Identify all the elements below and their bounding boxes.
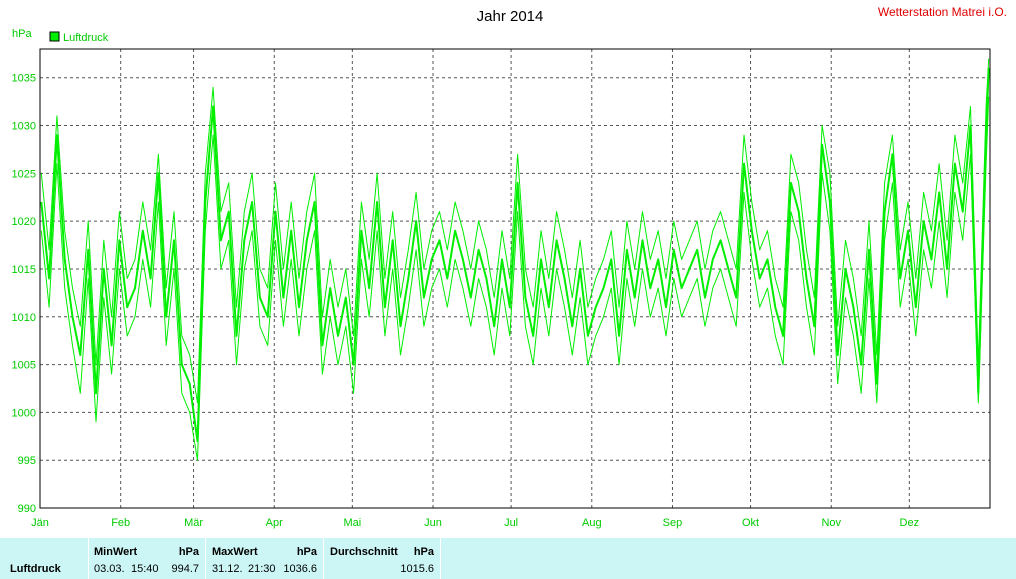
y-tick-label: 995: [18, 455, 36, 467]
min-date: 03.03.: [94, 563, 125, 575]
x-tick-label: Feb: [111, 517, 130, 529]
y-tick-label: 1030: [12, 121, 36, 133]
x-tick-label: Mai: [343, 517, 361, 529]
min-value-cell: MinWert hPa 03.03. 15:40 994.7: [89, 538, 206, 579]
max-time: 21:30: [248, 563, 276, 575]
avg-unit: hPa: [413, 546, 434, 558]
avg-value: 1015.6: [400, 563, 434, 575]
avg-header: Durchschnitt: [330, 546, 398, 558]
max-header: MaxWert: [212, 546, 258, 558]
statistics-bar: Luftdruck MinWert hPa 03.03. 15:40 994.7…: [0, 538, 1016, 579]
y-tick-label: 1010: [12, 312, 36, 324]
chart-title: Jahr 2014: [477, 8, 544, 25]
legend-swatch: [49, 31, 60, 42]
plot-area-border: [39, 48, 991, 509]
y-tick-label: 1035: [12, 73, 36, 85]
max-value: 1036.6: [283, 563, 317, 575]
x-tick-label: Jun: [424, 517, 442, 529]
min-value: 994.7: [171, 563, 199, 575]
x-tick-label: Okt: [742, 517, 759, 529]
average-value-cell: Durchschnitt hPa 1015.6: [324, 538, 441, 579]
legend-label: Luftdruck: [63, 32, 109, 44]
y-tick-label: 1020: [12, 216, 36, 228]
x-tick-label: Sep: [663, 517, 683, 529]
x-tick-label: Aug: [582, 517, 602, 529]
x-tick-label: Apr: [266, 517, 283, 529]
max-unit: hPa: [296, 546, 317, 558]
y-tick-label: 1005: [12, 360, 36, 372]
max-date: 31.12.: [212, 563, 243, 575]
stats-row-label: Luftdruck: [10, 563, 61, 575]
x-tick-label: Mär: [184, 517, 203, 529]
min-unit: hPa: [178, 546, 199, 558]
series-line-mean: [40, 68, 990, 443]
stats-row-label-cell: Luftdruck: [0, 538, 89, 579]
y-tick-label: 990: [18, 503, 36, 515]
x-axis: Jän Feb Mär Apr Mai Jun Jul Aug Sep Okt Nov Dez: [31, 517, 919, 529]
pressure-chart: Jahr 2014 Wetterstation Matrei i.O. hPa …: [12, 5, 1007, 529]
station-name: Wetterstation Matrei i.O.: [878, 5, 1007, 19]
y-tick-label: 1025: [12, 168, 36, 180]
y-axis-unit-label: hPa: [12, 28, 32, 40]
x-tick-label: Dez: [900, 517, 920, 529]
min-header: MinWert: [94, 546, 138, 558]
y-tick-label: 1000: [12, 407, 36, 419]
x-tick-label: Nov: [821, 517, 841, 529]
x-tick-label: Jän: [31, 517, 49, 529]
min-time: 15:40: [131, 563, 159, 575]
series-line-max: [40, 58, 990, 404]
y-tick-label: 1015: [12, 264, 36, 276]
max-value-cell: MaxWert hPa 31.12. 21:30 1036.6: [206, 538, 324, 579]
series-line-min: [40, 96, 990, 461]
series-lines: [40, 58, 990, 461]
y-axis: 990 995 1000 1005 1010 1015 1020 1025 1030 1035: [12, 73, 36, 515]
x-tick-label: Jul: [504, 517, 518, 529]
